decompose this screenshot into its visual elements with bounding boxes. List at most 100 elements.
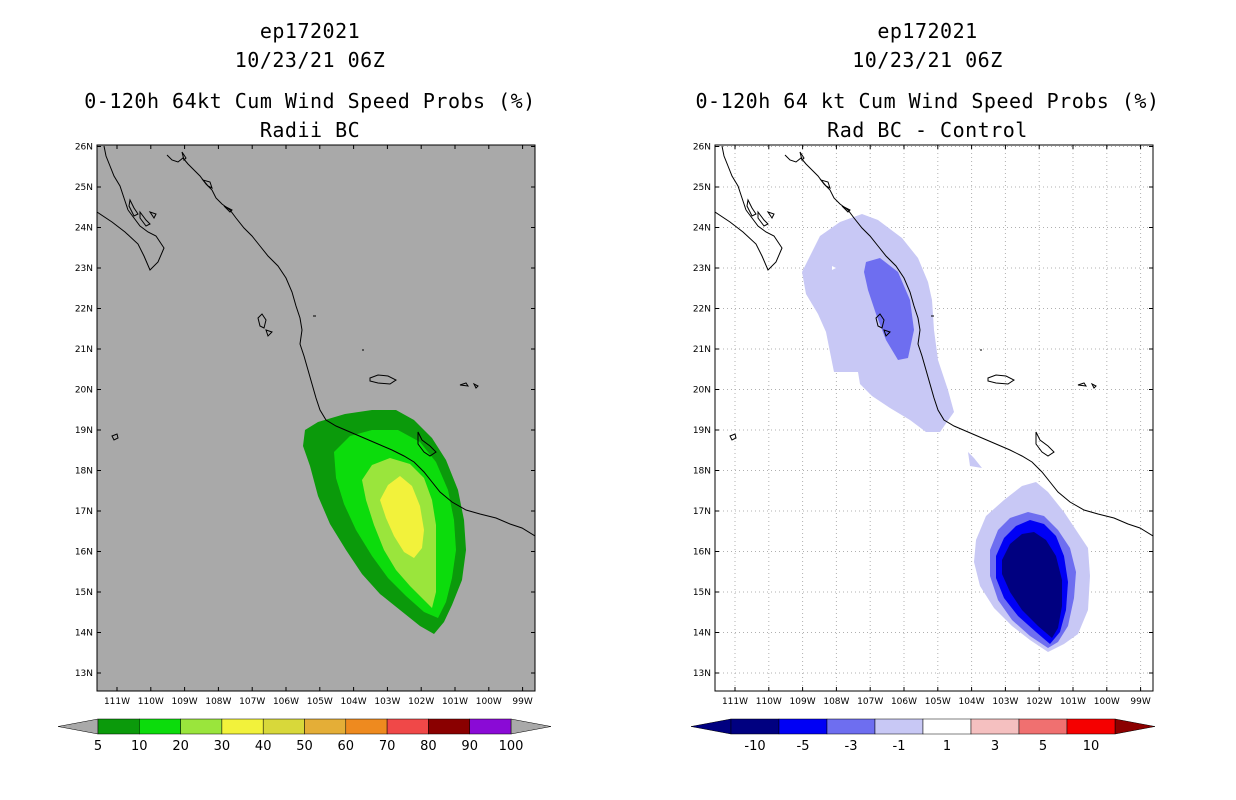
lon-tick-label: 106W: [891, 697, 917, 707]
lat-tick-label: 15N: [75, 588, 93, 598]
lon-tick-label: 108W: [823, 697, 849, 707]
contour-minus10-south: [1002, 532, 1062, 638]
colorbar-swatch: [428, 718, 470, 735]
lon-tick-label: 101W: [1060, 697, 1086, 707]
colorbar-label: 1: [943, 739, 951, 754]
right-storm-id: ep172021: [877, 19, 978, 43]
lon-tick-label: 103W: [992, 697, 1018, 707]
left-map-background: [97, 145, 535, 691]
left-axis-ticks: 26N 25N 24N 23N 22N 21N 20N 19N 18N 17N 16N 15N 14N 1…: [75, 143, 535, 707]
lat-tick-label: 23N: [693, 264, 711, 274]
lat-tick-label: 20N: [693, 386, 711, 396]
colorbar-swatch: [262, 718, 305, 735]
lat-tick-label: 17N: [693, 507, 711, 517]
right-subtitle: Rad BC - Control: [827, 118, 1028, 142]
lon-tick-label: 99W: [1130, 697, 1150, 707]
lat-tick-label: 22N: [75, 305, 93, 315]
lat-tick-label: 20N: [75, 386, 93, 396]
left-colorbar: 5 10 20 30 40 50 60 70 80 90 100: [57, 718, 552, 754]
lon-tick-label: 107W: [857, 697, 883, 707]
right-product: 0-120h 64 kt Cum Wind Speed Probs (%): [695, 89, 1160, 113]
colorbar-label: 30: [214, 739, 231, 754]
lat-tick-label: 19N: [75, 426, 93, 436]
lat-tick-label: 16N: [75, 548, 93, 558]
colorbar-label: 50: [296, 739, 313, 754]
colorbar-label: 10: [131, 739, 148, 754]
lat-tick-label: 24N: [693, 224, 711, 234]
lon-tick-label: 107W: [239, 697, 265, 707]
lon-tick-label: 101W: [442, 697, 468, 707]
colorbar-label: 40: [255, 739, 272, 754]
colorbar-swatch: [826, 718, 876, 735]
colorbar-swatch: [180, 718, 223, 735]
lat-tick-label: 22N: [693, 305, 711, 315]
lon-tick-label: 109W: [172, 697, 198, 707]
colorbar-swatch: [1066, 718, 1116, 735]
right-difference-contours: [802, 214, 1090, 652]
right-map: 26N 25N 24N 23N 22N 21N 20N 19N 18N 17N 16N 15N 14N 1…: [693, 143, 1154, 707]
left-product: 0-120h 64kt Cum Wind Speed Probs (%): [84, 89, 536, 113]
colorbar-swatch: [874, 718, 924, 735]
lon-tick-label: 110W: [138, 697, 164, 707]
left-storm-id: ep172021: [259, 19, 361, 43]
lon-tick-label: 104W: [959, 697, 985, 707]
left-subtitle: Radii BC: [259, 118, 361, 142]
lon-tick-label: 102W: [408, 697, 434, 707]
lat-tick-label: 14N: [693, 629, 711, 639]
left-panel-title: ep172021 10/23/21 06Z 0-120h 64kt Cum Wi…: [40, 17, 580, 145]
right-colorbar: -10 -5 -3 -1 1 3 5 10: [690, 718, 1156, 754]
colorbar-label: 20: [172, 739, 189, 754]
lat-tick-label: 25N: [693, 183, 711, 193]
lon-tick-label: 104W: [341, 697, 367, 707]
colorbar-label: 3: [991, 739, 999, 754]
colorbar-swatch: [970, 718, 1020, 735]
lon-tick-label: 110W: [756, 697, 782, 707]
lat-tick-label: 26N: [693, 143, 711, 153]
lat-tick-label: 13N: [75, 669, 93, 679]
left-datetime: 10/23/21 06Z: [234, 48, 386, 72]
colorbar-swatch: [139, 718, 181, 735]
lon-tick-label: 111W: [722, 697, 748, 707]
lon-tick-label: 103W: [374, 697, 400, 707]
lat-tick-label: 15N: [693, 588, 711, 598]
colorbar-swatch: [778, 718, 828, 735]
lat-tick-label: 21N: [693, 345, 711, 355]
lat-tick-label: 19N: [693, 426, 711, 436]
colorbar-label: -5: [797, 739, 810, 754]
colorbar-extend-high: [1114, 718, 1156, 735]
colorbar-label: -10: [744, 739, 765, 754]
colorbar-extend-high: [510, 718, 552, 735]
lon-tick-label: 108W: [205, 697, 231, 707]
right-axis-ticks: 26N 25N 24N 23N 22N 21N 20N 19N 18N 17N 16N 15N 14N 1…: [693, 143, 1153, 707]
lat-tick-label: 25N: [75, 183, 93, 193]
colorbar-swatch: [304, 718, 347, 735]
lat-tick-label: 14N: [75, 629, 93, 639]
colorbar-label: 90: [461, 739, 478, 754]
contour-30pct: [380, 476, 424, 558]
lat-tick-label: 21N: [75, 345, 93, 355]
contour-minus1-north: [802, 214, 954, 432]
lon-tick-label: 102W: [1026, 697, 1052, 707]
colorbar-label: 80: [420, 739, 437, 754]
lon-tick-label: 99W: [512, 697, 532, 707]
colorbar-swatch: [922, 718, 972, 735]
colorbar-swatch: [386, 718, 429, 735]
lon-tick-label: 109W: [790, 697, 816, 707]
colorbar-swatch: [469, 718, 512, 735]
colorbar-swatch: [345, 718, 388, 735]
lon-tick-label: 100W: [476, 697, 502, 707]
right-panel-title: ep172021 10/23/21 06Z 0-120h 64 kt Cum W…: [655, 17, 1200, 145]
colorbar-label: 100: [499, 739, 524, 754]
colorbar-label: 5: [94, 739, 102, 754]
lon-tick-label: 105W: [925, 697, 951, 707]
colorbar-label: -3: [845, 739, 858, 754]
lat-tick-label: 16N: [693, 548, 711, 558]
colorbar-label: 70: [379, 739, 396, 754]
colorbar-swatch: [1018, 718, 1068, 735]
lat-tick-label: 23N: [75, 264, 93, 274]
colorbar-swatch: [221, 718, 264, 735]
lon-tick-label: 100W: [1094, 697, 1120, 707]
left-map: 26N 25N 24N 23N 22N 21N 20N 19N 18N 17N 16N 15N 14N 1…: [75, 143, 536, 707]
right-datetime: 10/23/21 06Z: [852, 48, 1003, 72]
